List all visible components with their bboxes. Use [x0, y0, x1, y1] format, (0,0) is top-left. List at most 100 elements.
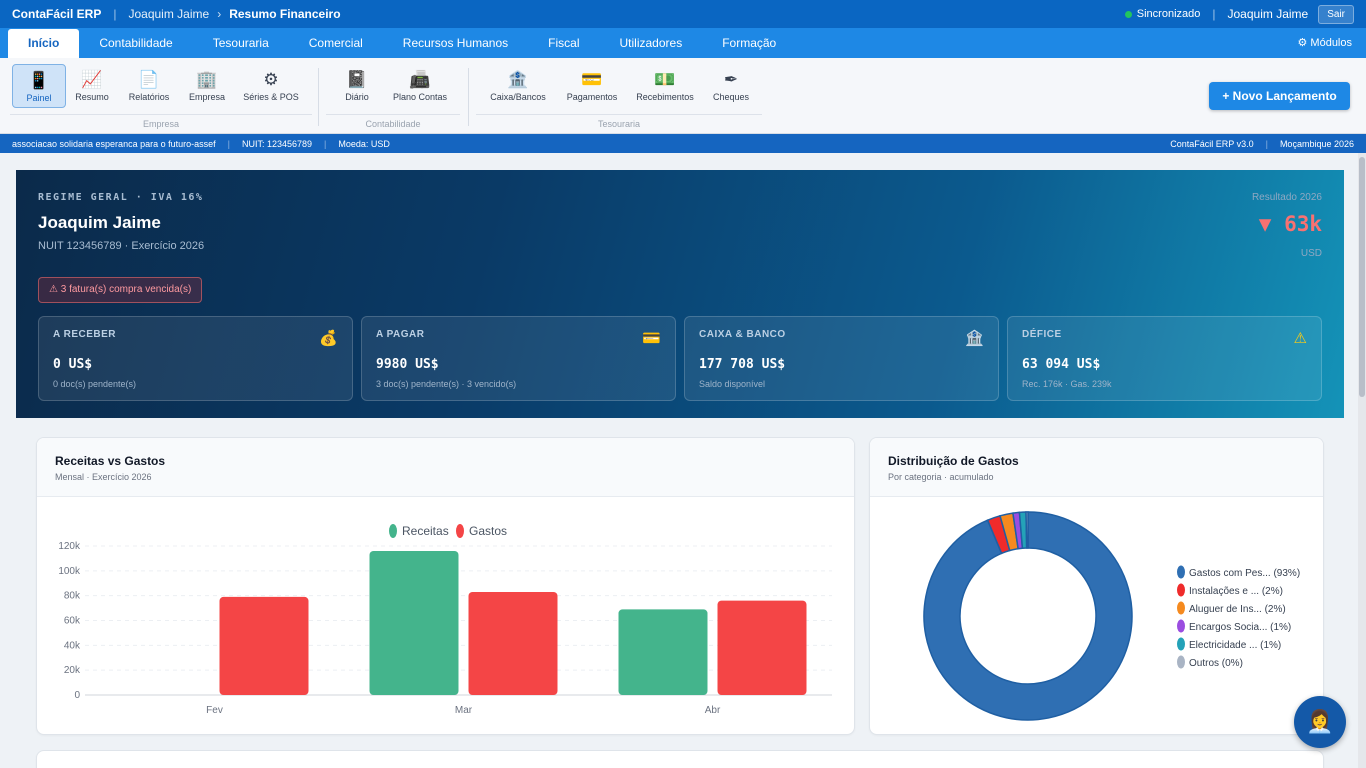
kpi-subtext: 3 doc(s) pendente(s) · 3 vencido(s) — [376, 379, 517, 389]
ribbon-recebimentos-button[interactable]: 💵 Recebimentos — [632, 64, 698, 108]
main-content: REGIME GERAL · IVA 16% Joaquim Jaime NUI… — [0, 153, 1366, 768]
separator: | — [1265, 138, 1268, 149]
assistant-chat-button[interactable]: 👩‍💼 — [1294, 696, 1346, 748]
donut-slice-0[interactable] — [923, 511, 1133, 721]
kpi-value: 177 708 US$ — [699, 357, 786, 372]
bar-gastos-abr[interactable] — [717, 600, 807, 695]
legend-label[interactable]: Instalações e ... (2%) — [1189, 586, 1283, 597]
credit-card-icon: 💳 — [642, 330, 661, 347]
tab-comercial[interactable]: Comercial — [308, 36, 363, 50]
bar-gastos-fev[interactable] — [219, 596, 309, 695]
org-currency: Moeda: USD — [338, 138, 390, 149]
kpi-defice[interactable]: DÉFICE ⚠ 63 094 US$ Rec. 176k · Gas. 239… — [1007, 316, 1322, 401]
ribbon-item-label: Caixa/Bancos — [490, 92, 546, 102]
page-scrollbar[interactable] — [1358, 153, 1366, 768]
org-name: associacao solidaria esperanca para o fu… — [12, 138, 216, 149]
breadcrumb-user[interactable]: Joaquim Jaime — [128, 7, 210, 21]
ribbon-item-label: Séries & POS — [243, 92, 299, 102]
kpi-caixa-banco[interactable]: CAIXA & BANCO 🏦 177 708 US$ Saldo dispon… — [684, 316, 999, 401]
legend-label[interactable]: Aluguer de Ins... (2%) — [1189, 604, 1286, 615]
logout-button[interactable]: Sair — [1318, 4, 1354, 24]
tab-utilizadores[interactable]: Utilizadores — [619, 36, 683, 50]
bar-receitas-abr[interactable] — [618, 609, 708, 695]
legend-label[interactable]: Receitas — [402, 524, 449, 538]
kpi-value: 9980 US$ — [376, 357, 439, 372]
ribbon-series-pos-button[interactable]: ⚙ Séries & POS — [238, 64, 304, 108]
gear-icon: ⚙ — [263, 70, 279, 89]
legend-label[interactable]: Gastos — [469, 524, 507, 538]
legend-swatch — [1177, 583, 1185, 597]
scrollbar-thumb[interactable] — [1359, 157, 1365, 397]
sync-dot-icon — [1124, 10, 1132, 18]
tablet-icon: 📱 — [28, 71, 50, 90]
y-tick-label: 120k — [58, 541, 81, 552]
ribbon-group-tesouraria: 🏦 Caixa/Bancos 💳 Pagamentos 💵 Recebiment… — [476, 64, 762, 130]
ribbon-item-label: Relatórios — [128, 92, 170, 102]
nuit-exercise: NUIT 123456789 · Exercício 2026 — [38, 240, 205, 252]
legend-label[interactable]: Outros (0%) — [1189, 658, 1243, 669]
summary-hero: REGIME GERAL · IVA 16% Joaquim Jaime NUI… — [16, 170, 1344, 418]
sync-status: Sincronizado — [1136, 8, 1201, 20]
bank-building-icon: 🏦 — [507, 70, 529, 89]
kpi-label: A PAGAR — [376, 329, 425, 340]
line-chart-icon: 📈 — [81, 70, 103, 89]
y-tick-label: 60k — [64, 616, 81, 627]
journal-icon: 📓 — [346, 70, 368, 89]
ribbon-item-label: Diário — [345, 92, 369, 102]
ribbon-plano-contas-button[interactable]: 📠 Plano Contas — [388, 64, 452, 108]
revenue-vs-expenses-card: Receitas vs Gastos Mensal · Exercício 20… — [36, 437, 855, 735]
region-year: Moçambique 2026 — [1279, 138, 1354, 149]
kpi-a-receber[interactable]: A RECEBER 💰 0 US$ 0 doc(s) pendente(s) — [38, 316, 353, 401]
legend-swatch — [1177, 601, 1185, 615]
tax-regime: REGIME GERAL · IVA 16% — [38, 192, 204, 203]
kpi-label: CAIXA & BANCO — [699, 329, 786, 340]
overdue-alert[interactable]: ⚠ 3 fatura(s) compra vencida(s) — [38, 277, 203, 303]
legend-label[interactable]: Encargos Socia... (1%) — [1189, 622, 1291, 633]
ribbon-group-contabilidade: 📓 Diário 📠 Plano Contas Contabilidade — [326, 64, 460, 130]
separator: | — [227, 138, 230, 149]
tab-formacao[interactable]: Formação — [722, 36, 777, 50]
bar-gastos-mar[interactable] — [468, 591, 558, 695]
bar-chart: 0 20k 40k 60k 80k 100k 120k Fev Mar Abr Receitas Ga… — [58, 524, 832, 716]
kpi-a-pagar[interactable]: A PAGAR 💳 9980 US$ 3 doc(s) pendente(s) … — [361, 316, 676, 401]
money-icon: 💵 — [654, 70, 676, 89]
separator: | — [113, 7, 117, 21]
legend-label[interactable]: Electricidade ... (1%) — [1189, 640, 1281, 651]
ribbon-painel-button[interactable]: 📱 Painel — [12, 64, 66, 108]
breadcrumb-page: Resumo Financeiro — [229, 7, 341, 21]
legend-label[interactable]: Gastos com Pes... (93%) — [1189, 568, 1300, 579]
tab-tesouraria[interactable]: Tesouraria — [212, 36, 269, 50]
ribbon-empresa-button[interactable]: 🏢 Empresa — [180, 64, 234, 108]
donut-slice-5[interactable] — [1025, 511, 1029, 549]
ribbon-resumo-button[interactable]: 📈 Resumo — [65, 64, 119, 108]
ribbon-cheques-button[interactable]: ✒ Cheques — [704, 64, 758, 108]
ribbon-diario-button[interactable]: 📓 Diário — [330, 64, 384, 108]
kpi-subtext: Rec. 176k · Gas. 239k — [1022, 379, 1112, 389]
modules-button[interactable]: ⚙ Módulos — [1297, 37, 1353, 49]
result-value: ▼ 63k — [1258, 212, 1322, 236]
app-version: ContaFácil ERP v3.0 — [1170, 138, 1254, 149]
tab-contabilidade[interactable]: Contabilidade — [99, 36, 173, 50]
ribbon-item-label: Plano Contas — [392, 92, 448, 102]
card-header: Receitas vs Gastos Mensal · Exercício 20… — [37, 438, 854, 497]
title-bar: ContaFácil ERP | Joaquim Jaime › Resumo … — [0, 0, 1366, 28]
chevron-right-icon: › — [217, 7, 222, 21]
legend-swatch — [1177, 637, 1185, 651]
tab-recursos-humanos[interactable]: Recursos Humanos — [402, 36, 509, 50]
next-card — [36, 750, 1324, 768]
ribbon-group-label: Tesouraria — [476, 114, 762, 129]
card-subtitle: Mensal · Exercício 2026 — [55, 472, 152, 482]
kpi-subtext: Saldo disponível — [699, 379, 766, 389]
result-label: Resultado 2026 — [1251, 192, 1322, 203]
current-user[interactable]: Joaquim Jaime — [1227, 7, 1309, 21]
ribbon-item-label: Resumo — [75, 92, 109, 102]
tab-fiscal[interactable]: Fiscal — [548, 36, 580, 50]
ribbon-relatorios-button[interactable]: 📄 Relatórios — [122, 64, 176, 108]
x-tick-label: Fev — [206, 705, 223, 716]
tab-inicio[interactable]: Início — [8, 29, 80, 58]
bar-receitas-mar[interactable] — [369, 550, 459, 695]
ribbon-pagamentos-button[interactable]: 💳 Pagamentos — [560, 64, 624, 108]
report-icon: 📄 — [138, 70, 160, 89]
ribbon-caixa-bancos-button[interactable]: 🏦 Caixa/Bancos — [486, 64, 550, 108]
new-entry-button[interactable]: + Novo Lançamento — [1209, 82, 1350, 110]
